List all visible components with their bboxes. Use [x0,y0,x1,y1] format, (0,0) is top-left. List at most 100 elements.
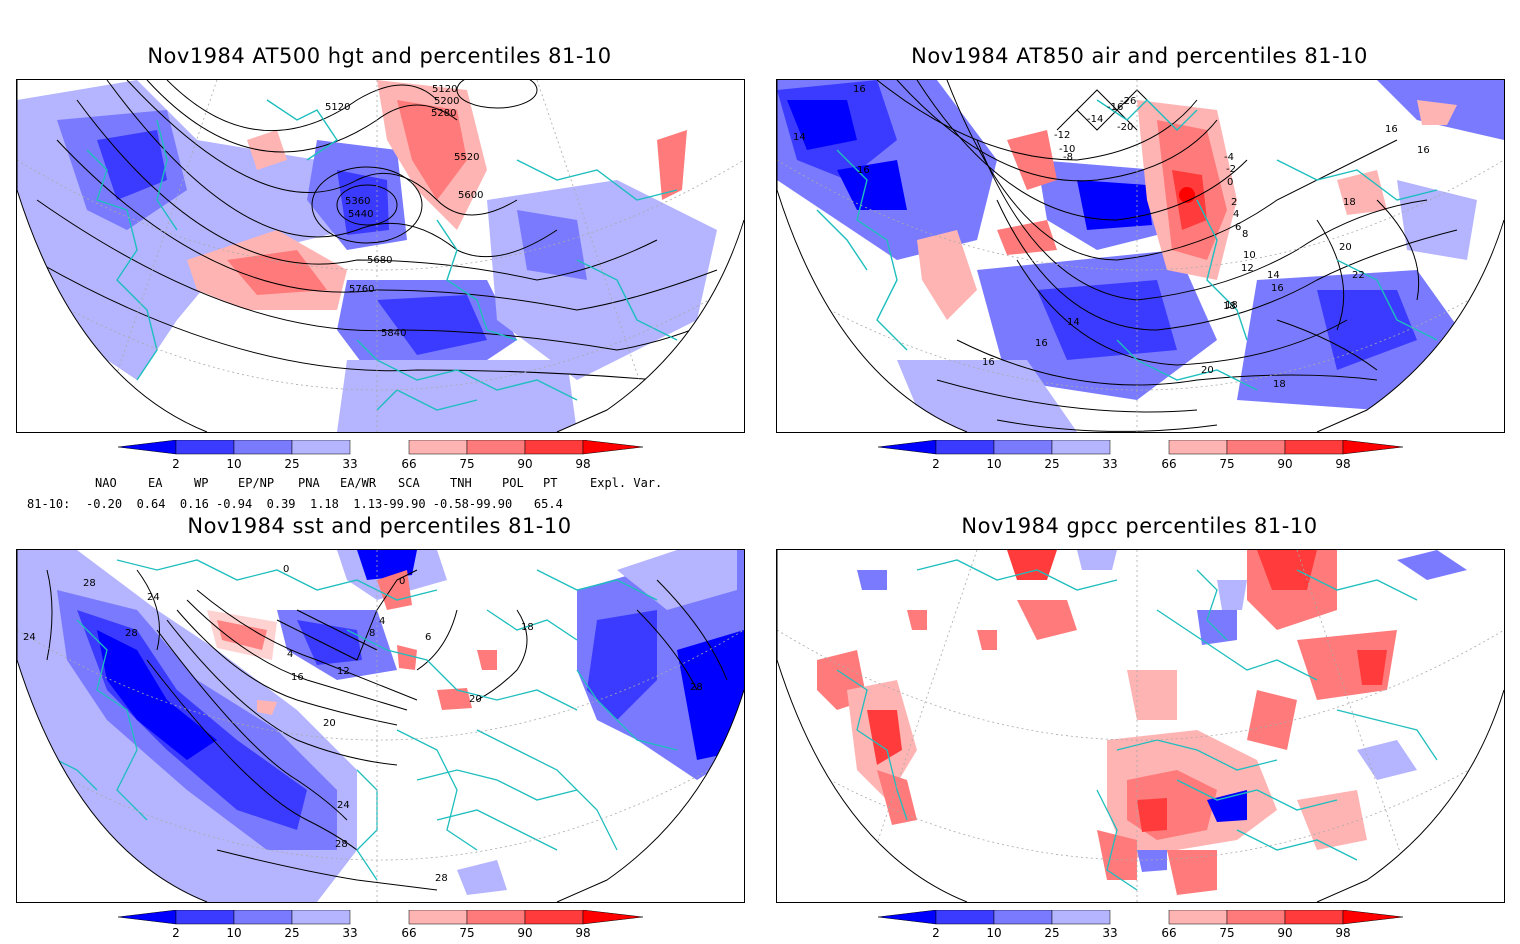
colorbar-tick: 2 [932,457,940,471]
contour-label: 24 [337,800,350,811]
anomaly-red-region [1257,550,1317,590]
anomaly-red-region [997,220,1057,255]
contour-label: 20 [323,718,336,729]
contour-label: 20 [1201,365,1214,376]
contour-label: 16 [1385,124,1398,135]
contour-label: 10 [1243,250,1256,261]
anomaly-blue-region [857,570,887,590]
anomaly-red-region [1247,690,1297,750]
panel-1-title: Nov1984 AT500 hgt and percentiles 81-10 [147,44,612,68]
anomaly-blue-region [297,620,362,665]
index-header-pt: PT [543,476,558,490]
contour-label: 2 [1231,197,1237,208]
colorbar-tick: 10 [986,926,1001,940]
anomaly-blue-region [517,210,587,280]
index-row-values: -0.20 0.64 0.16 -0.94 0.39 1.18 1.13-99.… [86,497,563,511]
contour-label: 20 [1339,242,1352,253]
index-header-eawr: EA/WR [340,476,377,490]
anomaly-blue-region [97,630,217,760]
contour-label: 0 [283,564,289,575]
colorbar-4: 2 10 25 33 66 75 90 98 [877,909,1404,940]
anomaly-blue-region [337,360,577,432]
anomaly-red-region [247,130,287,170]
contour-label: 8 [1242,229,1248,240]
contour-label: 16 [1035,338,1048,349]
contour-label: 8 [369,628,375,639]
index-header-tnh: TNH [450,476,472,490]
anomaly-red-region [917,230,977,320]
anomaly-red-region [1167,850,1217,895]
anomaly-red-region [227,250,327,295]
contour-label: 5760 [349,284,374,295]
anomaly-red-region [907,610,927,630]
contour-label: 16 [1271,283,1284,294]
contour-label: 18 [1273,379,1286,390]
colorbar-tick: 90 [1277,457,1292,471]
contour-label: 28 [125,628,138,639]
index-header-pna: PNA [298,476,320,490]
anomaly-blue-region [487,180,717,380]
colorbar-tick: 98 [1335,926,1350,940]
colorbar-tick: 25 [284,926,299,940]
colorbar-tick: 33 [1102,926,1117,940]
colorbar-tick: 25 [1044,926,1059,940]
index-header-wp: WP [194,476,209,490]
anomaly-red-region [867,710,902,765]
anomaly-red-region [397,645,417,670]
contour-label: 18 [1343,197,1356,208]
anomaly-blue-region [1137,850,1167,872]
colorbar-tick: 33 [342,457,357,471]
anomaly-red-region [1007,130,1057,190]
anomaly-red-region [437,688,472,710]
contour-label: 5120 [432,84,457,95]
contour-label: -16 [1107,102,1123,113]
colorbar-tick: 2 [172,457,180,471]
anomaly-blue-region [587,610,657,720]
colorbar-tick: 2 [932,926,940,940]
contour-label: 0 [1227,177,1233,188]
contour-label: -12 [1054,130,1070,141]
colorbar-3: 2 10 25 33 66 75 90 98 [117,909,644,940]
anomaly-blue-region [1037,280,1177,360]
anomaly-blue-region [677,630,744,760]
contour-label: 14 [1267,270,1280,281]
colorbar-tick: 98 [575,457,590,471]
contour-label: -26 [1120,96,1136,107]
anomaly-blue-region [837,160,907,210]
anomaly-red-region [1137,798,1167,832]
contour-label: 16 [1417,145,1430,156]
contour-label: 28 [83,578,96,589]
contour-label: -8 [1063,152,1073,163]
colorbar-1: 2 10 25 33 66 75 90 98 [117,439,644,472]
contour-label: 18 [1225,300,1238,311]
anomaly-red-region [877,770,917,825]
contour-label: 4 [1233,209,1239,220]
contour-label: 14 [793,132,806,143]
contour-label: 18 [1223,301,1236,312]
anomaly-red-region [1417,100,1457,125]
index-row-label: 81-10: [27,497,71,511]
anomaly-blue-region [1207,790,1247,822]
anomaly-red-region [1337,170,1387,215]
contour-label: 28 [435,873,448,884]
anomaly-red-region [1017,600,1077,640]
contour-label: 12 [337,666,350,677]
panel-3-map: 28 28 24 0 0 4 8 4 12 16 20 24 28 20 28 … [16,549,745,903]
colorbar-tick: 66 [401,457,416,471]
contour-label: -20 [1117,122,1133,133]
colorbar-tick: 98 [575,926,590,940]
panel-1-map: 5120 5120 5200 5280 5360 5440 5520 5600 … [16,79,745,433]
colorbar-tick: 10 [986,457,1001,471]
panel-4-title: Nov1984 gpcc percentiles 81-10 [961,514,1318,538]
contour-label: 5280 [431,108,456,119]
colorbar-tick: 10 [226,926,241,940]
colorbar-tick: 66 [1161,926,1176,940]
contour-label: 4 [287,649,293,660]
anomaly-blue-region [787,100,857,150]
contour-label: 6 [425,632,431,643]
colorbar-tick: 75 [459,926,474,940]
anomaly-red-region [397,100,467,200]
contour-label: 5600 [458,190,483,201]
colorbar-tick: 10 [226,457,241,471]
colorbar-tick: 90 [517,926,532,940]
